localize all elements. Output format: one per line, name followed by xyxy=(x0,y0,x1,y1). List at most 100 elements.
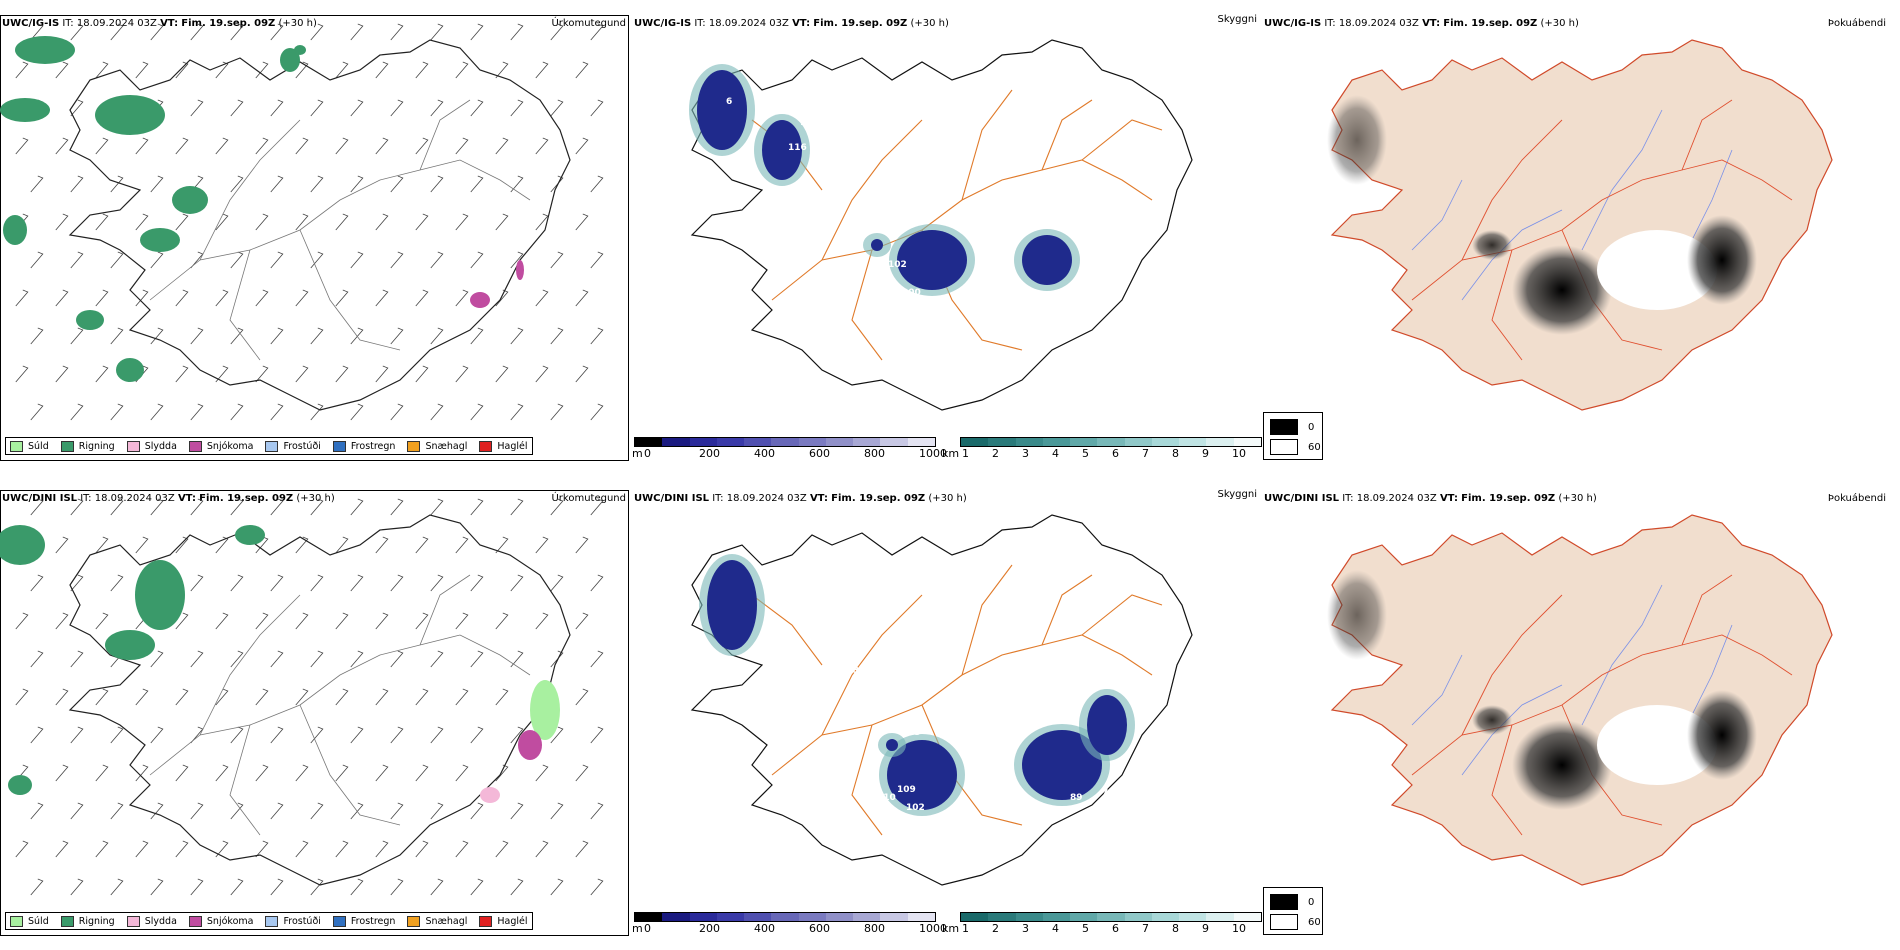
wind-barb xyxy=(30,802,44,820)
precip-area xyxy=(0,525,45,565)
legend-swatch xyxy=(126,915,140,927)
panel-header: UWC/IG-IS IT: 18.09.2024 03Z VT: Fim. 19… xyxy=(1264,18,1579,29)
precip-area xyxy=(140,228,180,252)
wind-barb xyxy=(30,403,44,421)
iceland-outline xyxy=(68,514,571,886)
wind-barb xyxy=(95,61,109,79)
low-ceiling-area xyxy=(886,739,898,751)
wind-barb xyxy=(470,878,484,896)
legend-label: Haglél xyxy=(497,440,528,452)
wind-barb xyxy=(375,61,389,79)
wind-barb xyxy=(230,403,244,421)
wind-barb xyxy=(70,403,84,421)
wind-barb xyxy=(310,403,324,421)
visibility-panel: UWC/IG-IS IT: 18.09.2024 03Z VT: Fim. 19… xyxy=(632,0,1262,475)
wind-barb xyxy=(590,650,604,668)
wind-barb xyxy=(255,213,269,231)
it-label: IT: xyxy=(80,493,92,504)
ceiling-value-label: 53 xyxy=(816,153,829,163)
wind-barb xyxy=(495,137,509,155)
ceiling-value-label: 10 xyxy=(800,118,813,128)
wind-barb xyxy=(455,840,469,858)
wind-barb xyxy=(30,726,44,744)
it-value: 18.09.2024 03Z xyxy=(94,493,175,504)
wind-barb xyxy=(510,23,524,41)
wind-barb xyxy=(295,289,309,307)
wind-barb xyxy=(375,612,389,630)
wind-barb xyxy=(455,365,469,383)
wind-barb xyxy=(270,327,284,345)
iceland-land xyxy=(1330,39,1833,411)
low-ceiling-areas xyxy=(689,64,1080,296)
wind-barb xyxy=(30,650,44,668)
road-network xyxy=(149,99,531,361)
wind-barb xyxy=(510,726,524,744)
colorbar-tick: 9 xyxy=(1202,447,1209,460)
colorbar-tick: 600 xyxy=(809,922,830,935)
colorbar-swatch xyxy=(689,913,717,921)
wind-barb xyxy=(190,574,204,592)
wind-barb xyxy=(150,251,164,269)
ceiling-colorbar: m 0 200 400 600 800 1000 xyxy=(632,437,947,461)
legend-label: Frostregn xyxy=(350,915,396,927)
wind-barb xyxy=(535,536,549,554)
colorbar-tick: 8 xyxy=(1172,922,1179,935)
wind-barb xyxy=(575,137,589,155)
wind-barb xyxy=(535,61,549,79)
precip-area xyxy=(116,358,144,382)
wind-barb xyxy=(495,612,509,630)
wind-barb xyxy=(390,878,404,896)
colorbar-tick: 7 xyxy=(1142,922,1149,935)
vt-value: Fim. 19.sep. 09Z xyxy=(1461,493,1556,504)
precip-area xyxy=(105,630,155,660)
precip-area xyxy=(518,730,542,760)
it-value: 18.09.2024 03Z xyxy=(76,18,157,29)
wind-barb xyxy=(175,213,189,231)
colorbar-swatch xyxy=(1097,913,1125,921)
wind-barb xyxy=(575,688,589,706)
fog-panel: UWC/IG-IS IT: 18.09.2024 03Z VT: Fim. 19… xyxy=(1262,0,1900,475)
vt-label: VT: xyxy=(809,493,828,504)
fog-legend-label: 0 xyxy=(1308,896,1315,908)
wind-barb xyxy=(135,536,149,554)
colorbar-swatch xyxy=(1179,438,1207,446)
fog-legend-item: 60 xyxy=(1270,914,1321,930)
fog-legend-item: 0 xyxy=(1270,419,1314,435)
ceiling-value-label: 109 xyxy=(897,785,916,795)
wind-barb xyxy=(575,536,589,554)
precip-area xyxy=(280,48,300,72)
panel-header: UWC/IG-IS IT: 18.09.2024 03Z VT: Fim. 19… xyxy=(634,18,949,29)
wind-barb xyxy=(255,289,269,307)
ceiling-value-label: 116 xyxy=(788,143,807,153)
ceiling-value-label: 108 xyxy=(787,228,806,238)
wind-barb xyxy=(215,365,229,383)
wind-barb xyxy=(270,802,284,820)
wind-barb xyxy=(430,23,444,41)
wind-barb xyxy=(310,726,324,744)
wind-barb xyxy=(415,365,429,383)
colorbar-tick: 600 xyxy=(809,447,830,460)
low-ceiling-area xyxy=(1022,235,1072,285)
panel-title: Skyggni xyxy=(1217,14,1257,25)
ceiling-value-label: 108 xyxy=(840,666,859,676)
wind-barb xyxy=(535,612,549,630)
wind-barb xyxy=(590,175,604,193)
fog-legend-item: 0 xyxy=(1270,894,1314,910)
wind-barb xyxy=(495,61,509,79)
wind-barb xyxy=(55,612,69,630)
wind-barb xyxy=(575,213,589,231)
legend-label: Frostregn xyxy=(350,440,396,452)
wind-barb xyxy=(175,289,189,307)
wind-barb xyxy=(230,327,244,345)
colorbar-swatch xyxy=(1206,438,1234,446)
ceiling-colorbar-swatches xyxy=(634,912,936,922)
wind-barb xyxy=(350,251,364,269)
wind-barb xyxy=(430,175,444,193)
wind-barb xyxy=(415,688,429,706)
wind-barb xyxy=(70,878,84,896)
wind-barb xyxy=(70,802,84,820)
wind-barb xyxy=(535,764,549,782)
wind-barb xyxy=(430,574,444,592)
wind-barb xyxy=(470,327,484,345)
panel-title: Þokuábendi xyxy=(1827,493,1886,504)
